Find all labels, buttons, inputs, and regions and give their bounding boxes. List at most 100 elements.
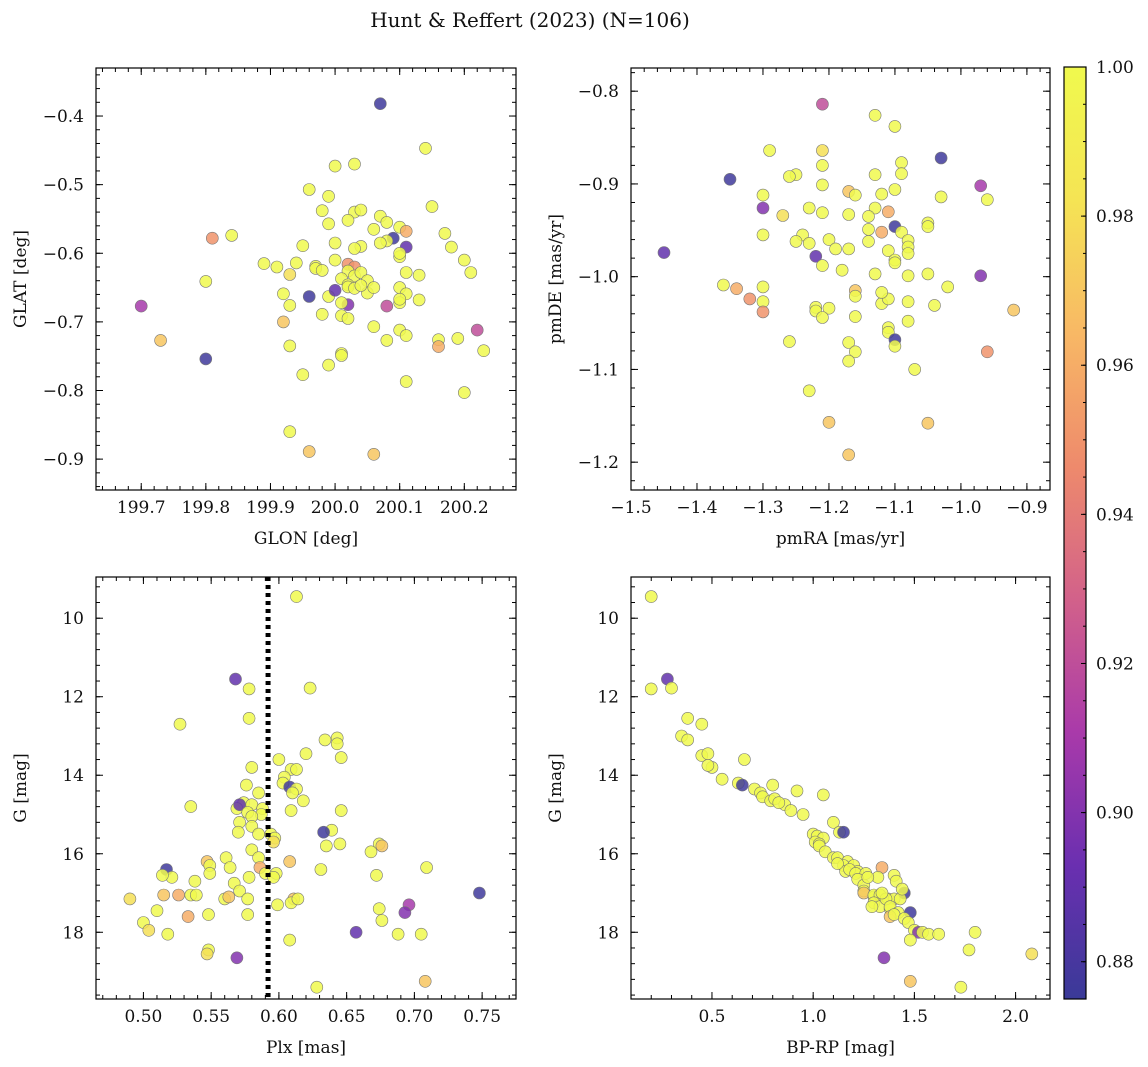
data-point xyxy=(477,344,491,358)
data-point xyxy=(271,898,284,912)
data-point xyxy=(367,447,381,461)
data-point xyxy=(283,339,297,353)
data-point xyxy=(934,151,948,165)
y-tick-label: −0.6 xyxy=(43,244,84,264)
data-point xyxy=(816,159,829,172)
y-tick-label: −0.4 xyxy=(43,107,84,127)
data-point xyxy=(796,808,810,821)
data-point xyxy=(809,249,823,263)
x-tick-label: 0.55 xyxy=(192,1007,230,1027)
plot-frame xyxy=(630,67,1051,491)
data-point xyxy=(875,225,889,239)
data-point xyxy=(470,323,484,337)
data-point xyxy=(302,290,316,303)
data-point xyxy=(284,804,298,817)
x-tick-label: −0.9 xyxy=(1006,498,1047,518)
x-tick-label: 0.60 xyxy=(260,1007,298,1027)
data-point xyxy=(348,157,361,171)
x-axis-label: GLON [deg] xyxy=(254,529,358,549)
data-point xyxy=(245,761,259,774)
data-point xyxy=(241,892,254,906)
data-point xyxy=(827,815,840,829)
data-point xyxy=(895,156,908,169)
data-point xyxy=(908,363,922,376)
data-point xyxy=(322,358,335,372)
colorbar-tick-label: 0.98 xyxy=(1096,207,1134,227)
data-point xyxy=(289,256,303,270)
colorbar: 0.88 0.90 0.92 0.94 0.96 0.98 1.00 xyxy=(1063,58,1134,1000)
data-point xyxy=(756,280,770,294)
data-point xyxy=(822,415,836,429)
data-point xyxy=(934,190,948,204)
y-tick-label: 10 xyxy=(597,609,619,629)
data-point xyxy=(657,246,671,259)
data-point xyxy=(335,296,348,310)
y-axis-label: G [mag] xyxy=(11,753,31,822)
data-point xyxy=(888,183,902,196)
data-point xyxy=(772,796,786,810)
data-point xyxy=(172,888,185,902)
x-tick-label: −1.5 xyxy=(610,498,651,518)
y-tick-label: −1.1 xyxy=(578,360,619,380)
data-point xyxy=(328,253,342,267)
y-tick-label: 14 xyxy=(597,766,619,786)
data-point xyxy=(283,933,297,947)
data-point xyxy=(319,839,333,853)
data-point xyxy=(921,416,935,430)
data-point xyxy=(903,933,917,947)
data-point xyxy=(333,837,347,851)
data-point xyxy=(302,445,316,458)
x-tick-label: 1.0 xyxy=(800,1007,827,1027)
data-point xyxy=(464,266,478,279)
data-point xyxy=(328,159,342,173)
data-point xyxy=(420,861,433,874)
data-point xyxy=(928,299,941,312)
data-point xyxy=(314,863,328,876)
data-point xyxy=(241,908,254,921)
data-point xyxy=(310,980,324,994)
data-point xyxy=(875,286,889,299)
data-point xyxy=(286,786,299,800)
data-point xyxy=(399,266,413,279)
y-tick-label: 14 xyxy=(62,766,84,786)
data-point xyxy=(756,201,770,215)
data-point xyxy=(322,217,335,231)
data-point xyxy=(181,910,195,923)
data-point xyxy=(802,237,816,250)
data-point xyxy=(341,312,355,325)
data-point xyxy=(701,759,715,772)
data-point xyxy=(199,352,213,366)
x-axis-label: Plx [mas] xyxy=(266,1038,346,1058)
data-point xyxy=(391,927,405,941)
scatter-points xyxy=(644,590,1039,994)
data-point xyxy=(701,747,715,761)
data-point xyxy=(229,672,242,686)
data-point xyxy=(901,247,915,260)
data-point xyxy=(233,798,246,812)
data-point xyxy=(717,278,730,292)
data-point xyxy=(291,892,305,906)
data-point xyxy=(232,825,245,839)
y-tick-label: 12 xyxy=(597,688,619,708)
data-point xyxy=(317,825,330,839)
data-point xyxy=(156,868,169,882)
data-point xyxy=(901,269,915,283)
data-point xyxy=(380,334,394,347)
x-tick-label: 0.5 xyxy=(698,1007,725,1027)
data-point xyxy=(932,927,946,941)
data-point xyxy=(242,682,256,696)
data-point xyxy=(330,737,344,751)
colorbar-tick-label: 0.88 xyxy=(1096,953,1134,973)
data-point xyxy=(188,874,202,888)
data-point xyxy=(142,923,156,937)
data-point xyxy=(373,236,387,250)
data-point xyxy=(974,179,988,193)
scatter-points xyxy=(123,590,486,994)
y-tick-label: −0.9 xyxy=(43,450,84,470)
data-point xyxy=(665,681,678,695)
data-point xyxy=(414,927,428,941)
y-tick-label: 10 xyxy=(62,609,84,629)
data-point xyxy=(277,287,290,301)
x-tick-label: 200.0 xyxy=(311,498,360,518)
